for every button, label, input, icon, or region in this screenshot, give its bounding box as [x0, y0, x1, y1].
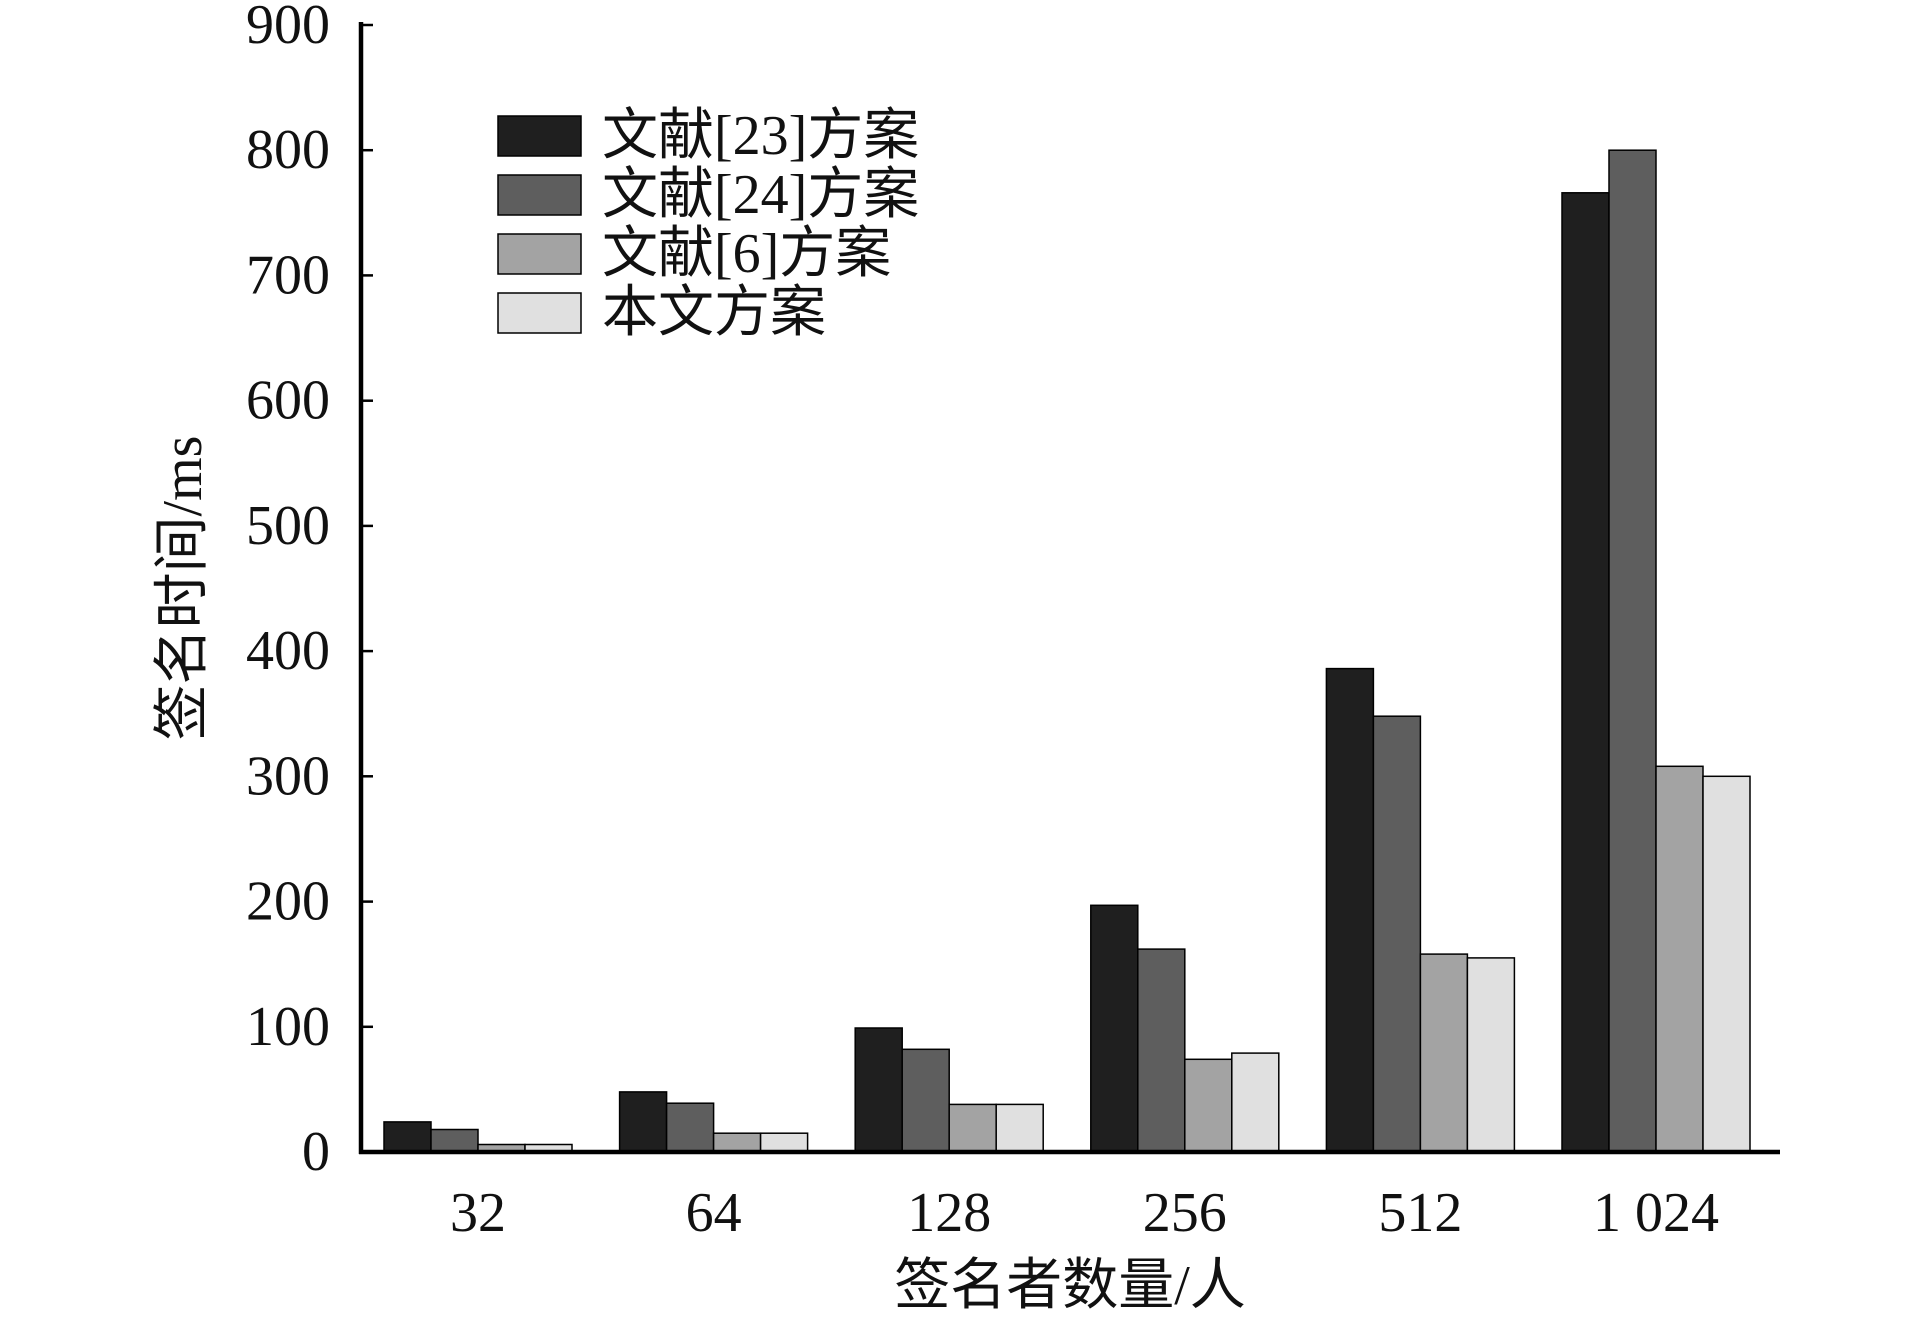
bar-series-4-category-6	[1702, 775, 1751, 1153]
legend-item: 文献[24]方案	[497, 164, 919, 226]
bar-area	[383, 149, 1751, 1153]
y-tick-label: 0	[302, 1121, 330, 1183]
bar-series-1-category-2	[618, 1091, 668, 1153]
legend-label: 文献[24]方案	[602, 164, 919, 226]
bar-series-2-category-2	[665, 1102, 715, 1153]
y-tick-label: 100	[246, 996, 330, 1058]
y-tick-label: 300	[246, 745, 330, 807]
bar-series-3-category-2	[712, 1132, 762, 1153]
bar-series-4-category-3	[995, 1103, 1044, 1153]
x-tick-label: 128	[907, 1182, 991, 1244]
bar-series-3-category-5	[1419, 953, 1469, 1153]
legend: 文献[23]方案 文献[24]方案 文献[6]方案 本文方案	[497, 105, 919, 344]
x-tick-label: 1 024	[1593, 1182, 1719, 1244]
bar-series-2-category-3	[901, 1048, 950, 1153]
legend-item: 文献[6]方案	[497, 223, 891, 285]
legend-item: 本文方案	[497, 282, 826, 344]
y-tick-label: 900	[246, 0, 330, 56]
y-tick-label: 400	[246, 620, 330, 682]
bar-series-1-category-3	[854, 1027, 903, 1153]
bar-series-3-category-3	[948, 1103, 997, 1153]
bar-series-2-category-1	[430, 1128, 479, 1153]
axes	[358, 22, 1780, 1155]
legend-swatch	[497, 292, 582, 334]
legend-swatch	[497, 233, 582, 275]
y-ticks: 0 100 200 300 400 500 600 700 800 900	[246, 0, 373, 1183]
legend-label: 文献[23]方案	[602, 105, 919, 167]
y-tick-label: 500	[246, 495, 330, 557]
x-axis-title: 签名者数量/人	[894, 1255, 1246, 1317]
legend-swatch	[497, 174, 582, 216]
bar-series-4-category-2	[759, 1132, 809, 1153]
y-tick-label: 600	[246, 370, 330, 432]
legend-label: 文献[6]方案	[602, 223, 891, 285]
x-tick-label: 32	[450, 1182, 506, 1244]
bar-series-4-category-5	[1466, 957, 1516, 1153]
bar-series-1-category-4	[1090, 904, 1139, 1153]
bar-series-4-category-4	[1231, 1052, 1280, 1153]
bar-series-2-category-5	[1372, 715, 1422, 1153]
bar-series-2-category-4	[1137, 948, 1186, 1153]
legend-item: 文献[23]方案	[497, 105, 919, 167]
y-tick-label: 200	[246, 871, 330, 933]
bar-series-2-category-6	[1608, 149, 1657, 1153]
bar-series-1-category-5	[1325, 667, 1375, 1153]
legend-label: 本文方案	[602, 282, 826, 344]
x-ticks: 32 64 128 256 512 1 024	[450, 1182, 1719, 1244]
y-tick-label: 700	[246, 244, 330, 306]
x-tick-label: 256	[1143, 1182, 1227, 1244]
x-tick-label: 64	[686, 1182, 742, 1244]
y-axis-title: 签名时间/ms	[152, 436, 214, 741]
bar-series-1-category-6	[1561, 192, 1610, 1153]
y-tick-label: 800	[246, 119, 330, 181]
bar-series-3-category-4	[1184, 1058, 1233, 1153]
bar-series-3-category-6	[1655, 765, 1704, 1153]
bar-series-1-category-1	[383, 1121, 432, 1153]
legend-swatch	[497, 115, 582, 157]
x-tick-label: 512	[1378, 1182, 1462, 1244]
